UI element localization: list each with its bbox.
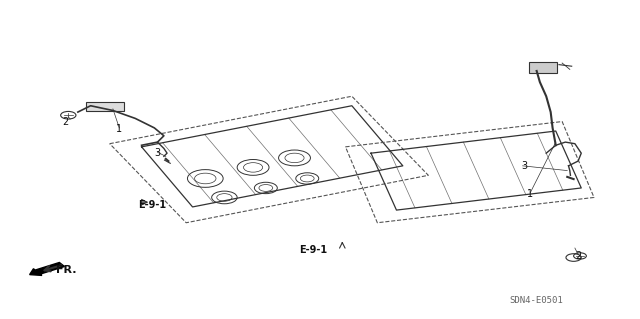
FancyBboxPatch shape	[86, 102, 124, 111]
Text: 3: 3	[521, 161, 527, 171]
Text: E-9-1: E-9-1	[300, 245, 328, 255]
Text: 1: 1	[527, 189, 533, 199]
Text: 3: 3	[154, 148, 161, 158]
Text: 1: 1	[116, 124, 122, 135]
Text: E-9-1: E-9-1	[138, 200, 166, 210]
Text: 2: 2	[62, 116, 68, 127]
Text: FR.: FR.	[56, 265, 76, 275]
Text: SDN4-E0501: SDN4-E0501	[510, 296, 564, 305]
FancyArrow shape	[29, 263, 65, 275]
Text: 2: 2	[575, 251, 581, 261]
FancyBboxPatch shape	[529, 63, 557, 73]
